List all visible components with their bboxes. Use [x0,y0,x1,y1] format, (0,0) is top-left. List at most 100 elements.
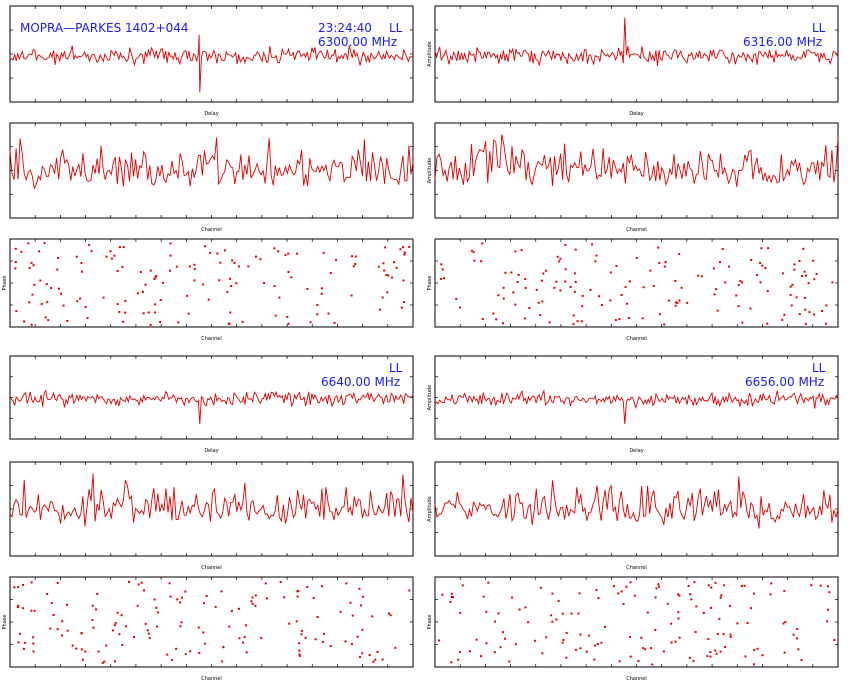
phase-point [75,647,78,650]
phase-point [136,604,139,607]
phase-point [614,319,617,321]
phase-point [181,596,184,599]
phase-point [520,249,523,252]
phase-point [729,604,731,607]
phase-point [23,641,26,644]
phase-point [223,249,226,252]
phase-point [680,286,683,289]
phase-point [389,614,392,617]
phase-point [14,247,17,250]
phase-point [766,290,769,292]
phase-point [91,604,94,607]
phase-point [512,291,515,294]
phase-point [658,261,661,264]
phase-point [47,319,50,322]
phase-point [306,585,309,588]
phase-point [597,597,600,600]
phase-point [716,309,719,312]
phase-point [298,653,301,656]
phase-point [179,601,182,604]
timestamp-label: 23:24:40 [318,21,372,35]
phase-point [827,585,829,588]
phase-point [264,582,267,585]
phase-point [247,265,250,268]
phase-point [229,311,232,314]
phase-point [517,274,520,276]
phase-point [510,271,513,274]
phase-panel-band4: Channel Phase [427,576,839,680]
phase-point [226,290,229,293]
phase-point [697,274,700,277]
phase-point [511,596,513,599]
phase-point [677,617,680,620]
phase-panel-band1: Channel Phase [2,238,414,342]
phase-point [655,587,658,590]
phase-point [657,246,660,249]
phase-point [169,254,172,257]
phase-point [719,596,722,599]
phase-point [721,248,724,251]
phase-point [642,286,645,289]
phase-point [22,607,25,610]
phase-point [819,584,822,587]
phase-point [459,611,462,614]
phase-point [769,593,772,596]
phase-point [741,281,744,284]
phase-point [807,282,810,285]
phase-point [808,311,811,314]
phase-point [214,605,217,608]
phase-point [56,268,59,271]
phase-point [90,250,93,253]
channel-amplitude-trace [9,137,414,190]
phase-point [440,277,442,280]
phase-point [144,622,147,625]
phase-point [79,297,82,300]
phase-point [254,594,257,597]
phase-point [383,269,386,272]
phase-point [797,648,800,651]
phase-point [504,637,506,640]
phase-point [664,261,667,263]
phase-point [579,647,582,650]
y-axis-label: Amplitude [427,385,433,411]
phase-point [381,658,384,661]
phase-point [812,259,815,262]
phase-point [402,279,405,282]
phase-point [753,649,756,651]
phase-point [609,271,612,274]
phase-point [795,296,798,299]
phase-point [82,658,84,661]
phase-point [44,316,47,319]
phase-point [756,273,759,276]
phase-point [514,643,517,646]
phase-point [219,261,222,264]
phase-point [154,276,157,279]
phase-point [91,619,94,622]
phase-panel-band2: Channel Phase [427,238,839,342]
phase-point [561,612,564,615]
phase-point [33,283,36,286]
phase-point [449,600,452,603]
phase-point [670,641,673,644]
phase-point [736,622,739,625]
phase-point [193,279,196,282]
phase-point [231,259,234,262]
plot-frame [434,238,839,328]
phase-point [821,310,824,312]
phase-point [588,634,590,637]
phase-point [624,286,627,289]
phase-point [452,596,454,598]
phase-point [298,642,301,645]
phase-point [76,300,79,303]
phase-point [796,637,798,640]
phase-point [298,654,301,657]
phase-point [502,286,505,289]
phase-point [209,251,212,254]
phase-point [71,644,74,647]
phase-point [801,275,803,277]
delay-trace [9,389,414,425]
phase-point [149,269,152,272]
phase-point [533,639,536,642]
phase-point [162,281,164,284]
phase-point [95,608,98,611]
